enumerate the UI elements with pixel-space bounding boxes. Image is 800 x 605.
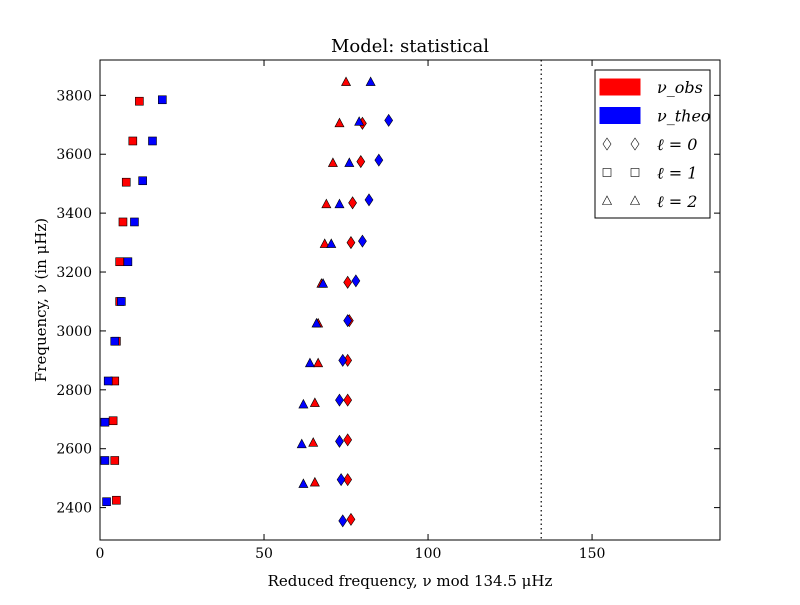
data-point [346,236,356,250]
data-point [338,353,348,367]
x-tick-label: 50 [255,546,273,562]
data-point [374,153,384,167]
data-point [335,393,344,407]
legend-marker [602,137,612,151]
data-point [110,336,120,346]
y-tick-label: 3400 [56,206,92,222]
data-point [319,238,330,248]
plot-area: 0 50 100 150 2400 2600 2800 3000 3200 3400 3600 380… [56,59,721,562]
series-theo-l1 [100,95,167,507]
legend-marker [602,168,612,177]
y-tick-label: 2800 [56,383,92,399]
data-point [356,155,366,169]
legend-color-swatch [599,78,641,96]
y-tick-label: 2600 [56,442,92,458]
data-point [298,398,309,409]
data-point [384,113,394,127]
y-axis-label: Frequency, ν (in μHz) [32,218,50,382]
series-theo-l0 [335,113,394,528]
legend-label: ℓ = 1 [657,164,697,183]
data-point [318,278,329,288]
data-point [326,238,337,248]
legend-label: ν_obs [657,78,703,97]
legend-label: ℓ = 0 [657,135,697,154]
plot-frame [99,59,721,541]
data-point [138,176,147,186]
data-point [128,136,138,146]
data-point [117,297,126,306]
x-tick-label: 150 [579,546,606,562]
data-point [364,193,374,207]
data-point [115,257,124,267]
data-point [148,136,157,146]
data-point [343,314,353,328]
data-point [338,514,348,528]
data-point [321,198,332,209]
data-point [358,234,367,248]
data-point [108,416,118,426]
data-point [341,76,352,86]
data-point [309,397,320,407]
legend-color-swatch [599,107,641,124]
data-point [327,157,338,167]
data-point [123,257,133,267]
data-point [348,196,357,210]
data-point [298,478,309,488]
y-tick-label: 3600 [56,147,92,163]
data-point [100,417,110,427]
x-tick-label: 100 [415,546,442,562]
data-point [365,76,376,86]
data-point [334,117,345,128]
data-point [309,476,320,487]
series-obs-l1 [108,96,144,505]
data-point [100,456,110,465]
series-theo-l2 [296,76,376,488]
x-tick-label: 0 [96,546,105,562]
x-axis-label: Reduced frequency, ν mod 134.5 μHz [268,572,553,590]
legend-label: ν_theo [657,107,711,126]
data-point [354,116,365,126]
data-point [121,177,131,187]
legend-marker [630,137,640,151]
data-point [334,198,345,209]
y-tick-label: 3800 [56,88,92,104]
data-point [110,456,120,465]
legend-marker [630,195,640,205]
data-point [158,95,167,105]
data-point [102,497,111,507]
data-point [130,217,139,227]
data-point [344,157,355,167]
data-point [304,357,315,368]
data-point [308,437,319,447]
data-point [343,393,353,407]
data-point [343,473,353,487]
y-tick-label: 2400 [56,501,92,517]
data-point [336,473,346,487]
chart-title: Model: statistical [331,36,489,57]
data-point [103,376,113,386]
data-point [112,495,121,505]
legend-label: ℓ = 2 [657,192,697,211]
data-point [135,96,144,106]
data-point [343,433,353,447]
legend-marker [630,168,640,177]
legend-marker [602,195,612,205]
data-point [313,357,324,368]
data-point [346,512,356,526]
data-point [296,438,307,449]
data-point [118,217,128,227]
data-point [351,274,361,288]
data-point [311,317,322,328]
legend: ν_obs ν_theo ℓ = 0 ℓ = 1 ℓ = 2 [594,69,711,219]
y-tick-label: 3000 [56,324,92,340]
y-tick-label: 3200 [56,265,92,281]
data-point [335,434,344,448]
data-point [343,275,353,289]
